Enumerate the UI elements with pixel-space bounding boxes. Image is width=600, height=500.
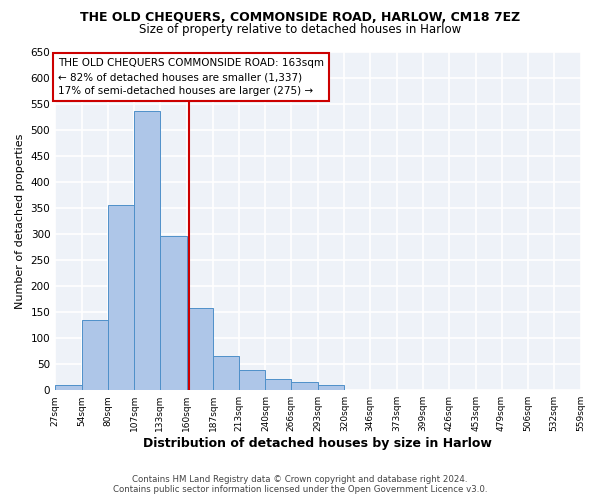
X-axis label: Distribution of detached houses by size in Harlow: Distribution of detached houses by size … — [143, 437, 492, 450]
Text: Contains HM Land Registry data © Crown copyright and database right 2024.
Contai: Contains HM Land Registry data © Crown c… — [113, 474, 487, 494]
Bar — [160, 236, 187, 390]
Y-axis label: Number of detached properties: Number of detached properties — [15, 133, 25, 308]
Bar — [107, 205, 134, 390]
Bar — [82, 320, 107, 390]
Bar — [265, 378, 291, 390]
Text: Size of property relative to detached houses in Harlow: Size of property relative to detached ho… — [139, 22, 461, 36]
Text: THE OLD CHEQUERS COMMONSIDE ROAD: 163sqm
← 82% of detached houses are smaller (1: THE OLD CHEQUERS COMMONSIDE ROAD: 163sqm… — [58, 58, 324, 96]
Bar — [318, 385, 344, 390]
Bar — [55, 385, 82, 390]
Text: THE OLD CHEQUERS, COMMONSIDE ROAD, HARLOW, CM18 7EZ: THE OLD CHEQUERS, COMMONSIDE ROAD, HARLO… — [80, 11, 520, 24]
Bar — [291, 382, 318, 390]
Bar — [134, 112, 160, 390]
Bar — [239, 370, 265, 390]
Bar — [213, 356, 239, 390]
Bar — [187, 308, 213, 390]
